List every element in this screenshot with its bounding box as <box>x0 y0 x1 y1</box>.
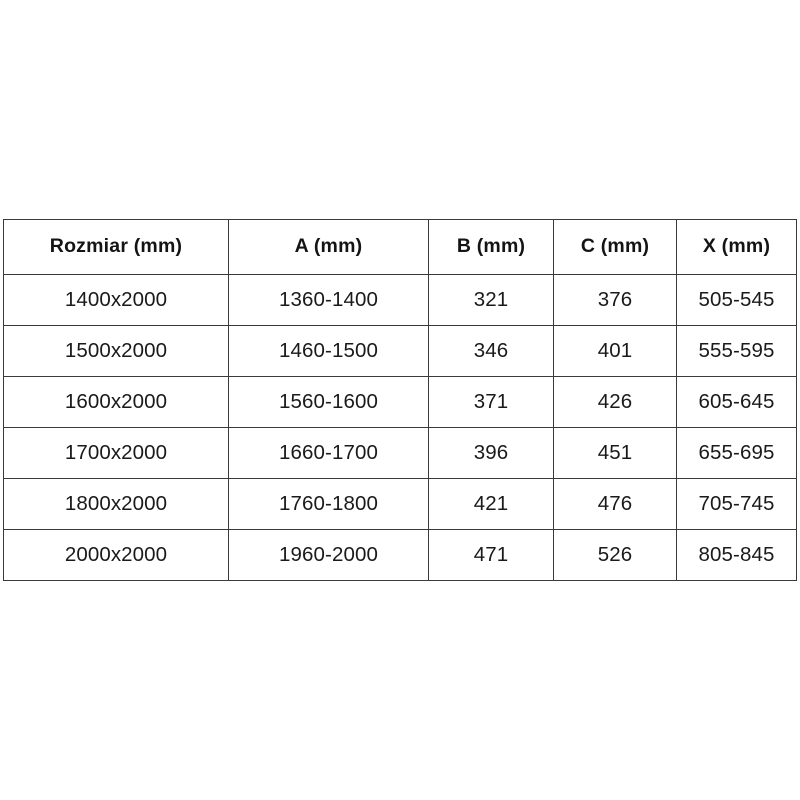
table-row: 2000x2000 1960-2000 471 526 805-845 <box>3 529 797 581</box>
dimensions-table: Rozmiar (mm) A (mm) B (mm) C (mm) X (mm)… <box>3 219 797 581</box>
column-header-a: A (mm) <box>228 219 429 275</box>
cell-c: 376 <box>553 274 677 326</box>
column-header-size: Rozmiar (mm) <box>3 219 229 275</box>
cell-x: 505-545 <box>676 274 797 326</box>
cell-b: 346 <box>428 325 554 377</box>
cell-size: 1700x2000 <box>3 427 229 479</box>
table-row: 1800x2000 1760-1800 421 476 705-745 <box>3 478 797 530</box>
cell-a: 1360-1400 <box>228 274 429 326</box>
cell-a: 1460-1500 <box>228 325 429 377</box>
column-header-x: X (mm) <box>676 219 797 275</box>
cell-a: 1660-1700 <box>228 427 429 479</box>
cell-a: 1960-2000 <box>228 529 429 581</box>
cell-size: 1400x2000 <box>3 274 229 326</box>
table-header: Rozmiar (mm) A (mm) B (mm) C (mm) X (mm) <box>3 219 797 275</box>
cell-b: 421 <box>428 478 554 530</box>
cell-x: 555-595 <box>676 325 797 377</box>
cell-c: 451 <box>553 427 677 479</box>
table-row: 1700x2000 1660-1700 396 451 655-695 <box>3 427 797 479</box>
cell-size: 1500x2000 <box>3 325 229 377</box>
cell-b: 396 <box>428 427 554 479</box>
cell-a: 1760-1800 <box>228 478 429 530</box>
cell-b: 321 <box>428 274 554 326</box>
cell-x: 805-845 <box>676 529 797 581</box>
cell-c: 426 <box>553 376 677 428</box>
table-body: 1400x2000 1360-1400 321 376 505-545 1500… <box>3 274 797 581</box>
table-row: 1600x2000 1560-1600 371 426 605-645 <box>3 376 797 428</box>
cell-size: 2000x2000 <box>3 529 229 581</box>
spec-table-container: Rozmiar (mm) A (mm) B (mm) C (mm) X (mm)… <box>3 219 797 581</box>
cell-c: 401 <box>553 325 677 377</box>
cell-c: 476 <box>553 478 677 530</box>
table-header-row: Rozmiar (mm) A (mm) B (mm) C (mm) X (mm) <box>3 219 797 275</box>
cell-b: 471 <box>428 529 554 581</box>
column-header-c: C (mm) <box>553 219 677 275</box>
cell-x: 655-695 <box>676 427 797 479</box>
table-row: 1500x2000 1460-1500 346 401 555-595 <box>3 325 797 377</box>
cell-b: 371 <box>428 376 554 428</box>
cell-size: 1800x2000 <box>3 478 229 530</box>
cell-size: 1600x2000 <box>3 376 229 428</box>
column-header-b: B (mm) <box>428 219 554 275</box>
cell-a: 1560-1600 <box>228 376 429 428</box>
table-row: 1400x2000 1360-1400 321 376 505-545 <box>3 274 797 326</box>
cell-x: 605-645 <box>676 376 797 428</box>
cell-c: 526 <box>553 529 677 581</box>
cell-x: 705-745 <box>676 478 797 530</box>
